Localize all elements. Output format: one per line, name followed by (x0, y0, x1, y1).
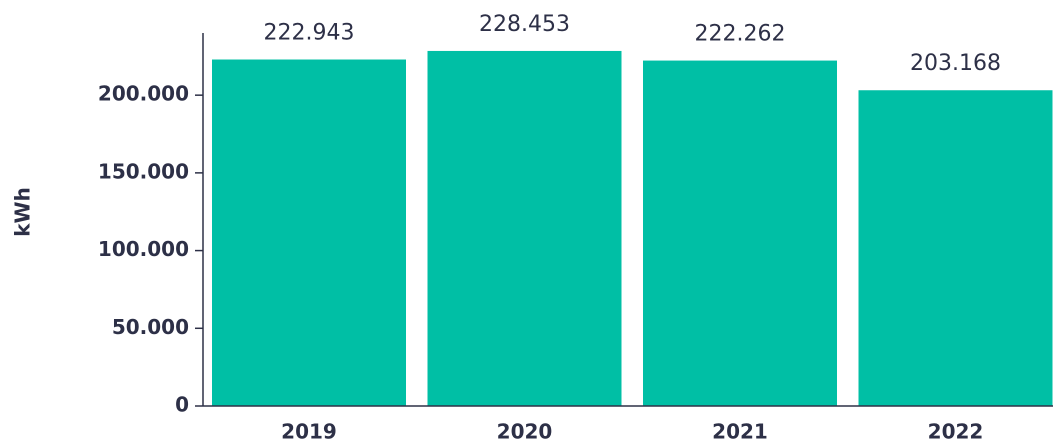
y-tick-label: 0 (175, 393, 189, 417)
bar (427, 50, 622, 407)
y-tick-label: 100.000 (98, 237, 189, 261)
y-axis-label: kWh (11, 187, 35, 237)
value-label: 222.943 (264, 21, 355, 46)
value-label: 222.262 (695, 22, 786, 47)
y-tick-label: 150.000 (98, 159, 189, 183)
bar (858, 90, 1053, 406)
bar (212, 59, 406, 406)
x-tick-label: 2022 (928, 420, 984, 444)
y-tick-label: 200.000 (98, 82, 189, 106)
value-label: 228.453 (479, 12, 570, 37)
x-tick-label: 2021 (712, 420, 768, 444)
value-label: 203.168 (910, 51, 1001, 76)
bar (643, 60, 837, 406)
x-tick-label: 2020 (497, 420, 553, 444)
x-tick-label: 2019 (281, 420, 337, 444)
y-tick-label: 50.000 (112, 315, 189, 339)
